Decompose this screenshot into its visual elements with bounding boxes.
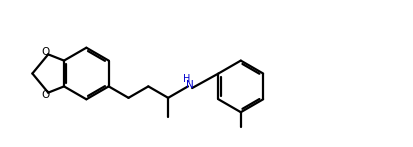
Text: O: O	[41, 90, 50, 100]
Text: O: O	[41, 47, 50, 57]
Text: H: H	[182, 74, 190, 84]
Text: N: N	[185, 80, 193, 90]
